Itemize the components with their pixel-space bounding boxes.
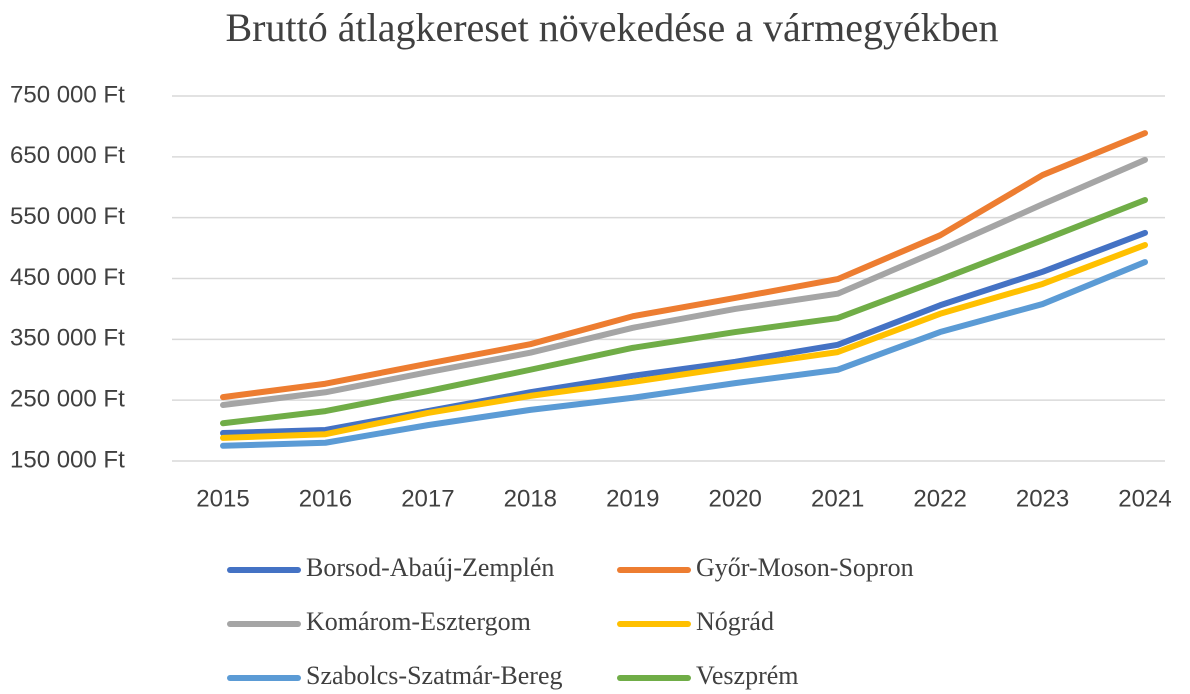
x-tick-label: 2017 (401, 485, 454, 512)
series-line (220, 156, 1148, 409)
y-tick-label: 250 000 Ft (10, 386, 125, 413)
series-line (220, 197, 1148, 427)
y-tick-label: 350 000 Ft (10, 325, 125, 352)
x-tick-label: 2020 (709, 485, 762, 512)
legend-label: Borsod-Abaúj-Zemplén (306, 553, 554, 582)
y-tick-label: 750 000 Ft (10, 81, 125, 108)
series-line (220, 242, 1148, 441)
y-tick-label: 450 000 Ft (10, 264, 125, 291)
y-tick-label: 550 000 Ft (10, 203, 125, 230)
x-tick-label: 2022 (913, 485, 966, 512)
legend-label: Szabolcs-Szatmár-Bereg (306, 661, 562, 690)
x-tick-label: 2023 (1016, 485, 1069, 512)
x-tick-label: 2021 (811, 485, 864, 512)
x-tick-label: 2016 (299, 485, 352, 512)
x-tick-label: 2015 (196, 485, 249, 512)
series-line (220, 259, 1148, 449)
x-tick-label: 2024 (1118, 485, 1171, 512)
legend-label: Nógrád (696, 607, 774, 636)
y-tick-label: 150 000 Ft (10, 446, 125, 473)
legend-label: Győr-Moson-Sopron (696, 553, 914, 582)
series-line (220, 130, 1148, 401)
x-tick-label: 2019 (606, 485, 659, 512)
chart-title: Bruttó átlagkereset növekedése a vármegy… (225, 5, 998, 50)
y-tick-label: 650 000 Ft (10, 142, 125, 169)
x-tick-label: 2018 (504, 485, 557, 512)
legend-label: Veszprém (696, 661, 799, 690)
legend-label: Komárom-Esztergom (306, 607, 531, 636)
